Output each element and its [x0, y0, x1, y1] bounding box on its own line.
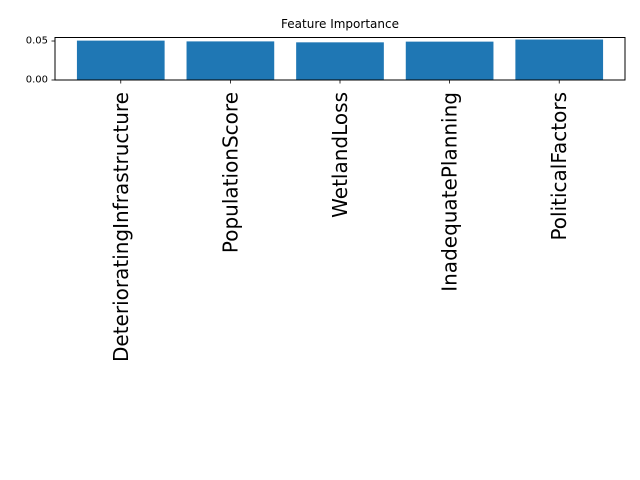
- x-tick-label-1: PopulationScore: [218, 92, 242, 253]
- bar-1: [186, 41, 275, 80]
- bar-4: [515, 39, 604, 80]
- chart-title: Feature Importance: [281, 17, 399, 31]
- x-tick-label-0: DeterioratingInfrastructure: [109, 92, 133, 362]
- bar-3: [405, 41, 494, 80]
- plot-frame: [54, 37, 626, 81]
- bar-0: [76, 40, 165, 80]
- x-tick-label-4: PoliticalFactors: [547, 92, 571, 241]
- x-tick-label-2: WetlandLoss: [328, 92, 352, 218]
- bar-2: [296, 42, 384, 80]
- x-tick-label-3: InadequatePlanning: [438, 92, 462, 292]
- y-tick-label-1: 0.05: [26, 36, 48, 47]
- y-tick-label-0: 0.00: [26, 75, 48, 86]
